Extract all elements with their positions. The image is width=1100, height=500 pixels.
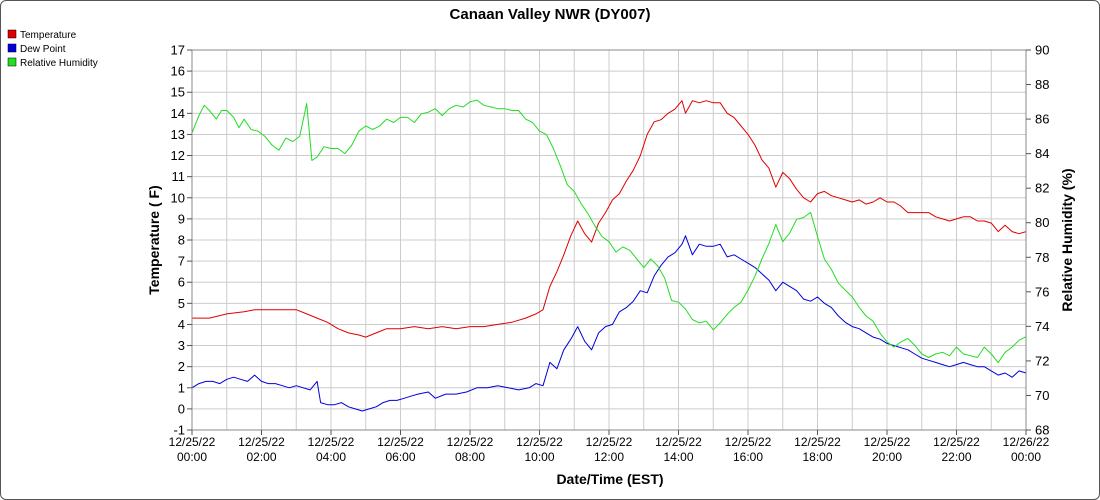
y-axis-label-left: Temperature ( F) bbox=[146, 185, 162, 294]
x-tick-date: 12/25/22 bbox=[933, 435, 980, 449]
left-tick-label: 13 bbox=[171, 127, 185, 142]
grid bbox=[191, 49, 1027, 431]
x-tick-time: 10:00 bbox=[524, 450, 554, 464]
x-tick-time: 16:00 bbox=[733, 450, 763, 464]
left-tick-label: 2 bbox=[178, 359, 185, 374]
x-tick-time: 12:00 bbox=[594, 450, 624, 464]
left-tick-label: 17 bbox=[171, 43, 185, 58]
x-tick-time: 18:00 bbox=[802, 450, 832, 464]
right-tick-label: 80 bbox=[1035, 215, 1049, 230]
left-tick-label: 4 bbox=[178, 317, 185, 332]
left-tick-label: 5 bbox=[178, 296, 185, 311]
x-tick-date: 12/25/22 bbox=[586, 435, 633, 449]
y-axis-label-right: Relative Humidity (%) bbox=[1059, 168, 1075, 311]
x-tick-date: 12/25/22 bbox=[864, 435, 911, 449]
x-tick-date: 12/25/22 bbox=[238, 435, 285, 449]
right-axis-ticks: 68 70 72 74 76 78 80 82 84 86 88 90 bbox=[1026, 43, 1049, 438]
legend-swatch-relative-humidity bbox=[7, 57, 17, 67]
right-tick-label: 68 bbox=[1035, 423, 1049, 438]
x-tick-date: 12/26/22 bbox=[1003, 435, 1050, 449]
left-tick-label: 1 bbox=[178, 380, 185, 395]
right-tick-label: 70 bbox=[1035, 388, 1049, 403]
right-tick-label: 78 bbox=[1035, 250, 1049, 265]
x-tick-date: 12/25/22 bbox=[447, 435, 494, 449]
x-tick-time: 00:00 bbox=[1011, 450, 1041, 464]
right-tick-label: 82 bbox=[1035, 181, 1049, 196]
right-tick-label: 76 bbox=[1035, 284, 1049, 299]
x-tick-time: 02:00 bbox=[246, 450, 276, 464]
x-axis-ticks: 12/25/2200:0012/25/2202:0012/25/2204:001… bbox=[169, 430, 1050, 464]
x-tick-time: 08:00 bbox=[455, 450, 485, 464]
x-tick-time: 20:00 bbox=[872, 450, 902, 464]
x-tick-date: 12/25/22 bbox=[308, 435, 355, 449]
left-tick-label: 9 bbox=[178, 211, 185, 226]
x-tick-date: 12/25/22 bbox=[794, 435, 841, 449]
left-tick-label: 0 bbox=[178, 401, 185, 416]
legend-label-temperature: Temperature bbox=[20, 30, 77, 41]
right-tick-label: 86 bbox=[1035, 112, 1049, 127]
left-tick-label: 16 bbox=[171, 64, 185, 79]
x-tick-time: 04:00 bbox=[316, 450, 346, 464]
left-tick-label: 14 bbox=[171, 106, 185, 121]
legend-swatch-temperature bbox=[7, 29, 17, 39]
right-tick-label: 88 bbox=[1035, 77, 1049, 92]
left-tick-label: 7 bbox=[178, 254, 185, 269]
legend-label-relative-humidity: Relative Humidity bbox=[20, 58, 98, 69]
x-tick-time: 22:00 bbox=[941, 450, 971, 464]
x-tick-date: 12/25/22 bbox=[725, 435, 772, 449]
left-tick-label: 10 bbox=[171, 190, 185, 205]
left-tick-label: 8 bbox=[178, 233, 185, 248]
left-tick-label: 11 bbox=[172, 169, 186, 184]
left-tick-label: 6 bbox=[178, 275, 185, 290]
x-axis-label: Date/Time (EST) bbox=[556, 471, 663, 487]
x-tick-date: 12/25/22 bbox=[169, 435, 216, 449]
right-tick-label: 84 bbox=[1035, 146, 1049, 161]
x-tick-time: 06:00 bbox=[385, 450, 415, 464]
right-tick-label: 90 bbox=[1035, 43, 1049, 58]
chart-title: Canaan Valley NWR (DY007) bbox=[450, 6, 651, 23]
left-tick-label: 15 bbox=[171, 85, 185, 100]
legend: Temperature Dew Point Relative Humidity bbox=[7, 29, 98, 69]
series-layer bbox=[191, 99, 1027, 412]
x-tick-time: 00:00 bbox=[177, 450, 207, 464]
x-tick-time: 14:00 bbox=[663, 450, 693, 464]
legend-swatch-dew-point bbox=[7, 43, 17, 53]
left-tick-label: 3 bbox=[178, 338, 185, 353]
x-tick-date: 12/25/22 bbox=[516, 435, 563, 449]
left-tick-label: 12 bbox=[171, 148, 185, 163]
left-tick-label: -1 bbox=[173, 423, 185, 438]
right-tick-label: 74 bbox=[1035, 319, 1049, 334]
right-tick-label: 72 bbox=[1035, 353, 1049, 368]
x-tick-date: 12/25/22 bbox=[377, 435, 424, 449]
relative-humidity-line bbox=[191, 99, 1027, 364]
temperature-line bbox=[192, 100, 1027, 338]
legend-label-dew-point: Dew Point bbox=[20, 44, 66, 55]
x-tick-date: 12/25/22 bbox=[655, 435, 702, 449]
